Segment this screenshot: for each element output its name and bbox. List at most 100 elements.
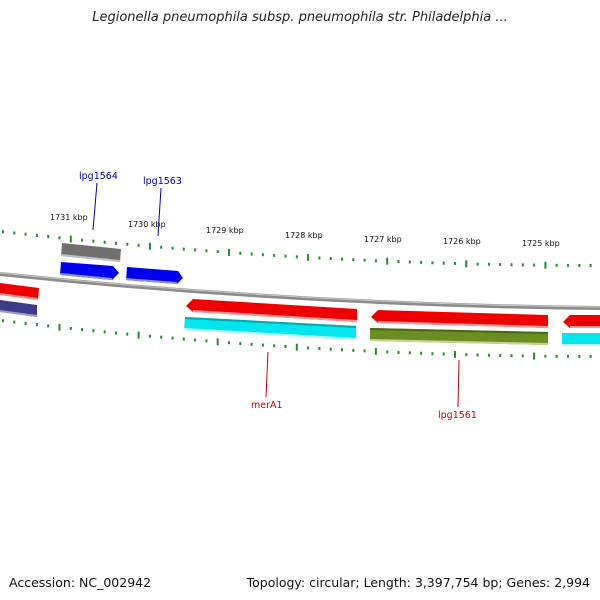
gene-merA1[interactable] bbox=[184, 317, 356, 340]
map-title: Legionella pneumophila subsp. pneumophil… bbox=[92, 10, 508, 25]
minor-tick bbox=[194, 338, 197, 342]
minor-tick bbox=[431, 261, 434, 265]
minor-tick bbox=[171, 246, 174, 250]
major-tick bbox=[295, 343, 298, 351]
minor-tick bbox=[2, 319, 4, 323]
minor-tick bbox=[487, 353, 490, 357]
minor-tick bbox=[69, 326, 72, 330]
minor-tick bbox=[374, 259, 377, 263]
minor-tick bbox=[521, 263, 524, 267]
minor-tick bbox=[555, 263, 558, 267]
minor-tick bbox=[126, 332, 129, 336]
kbp-label: 1729 kbp bbox=[206, 226, 244, 235]
minor-tick bbox=[341, 257, 343, 261]
callout-line-lpg1561 bbox=[457, 359, 460, 408]
callout-line-lpg1563 bbox=[157, 187, 162, 237]
major-tick bbox=[454, 350, 456, 358]
feature-red-mid[interactable] bbox=[186, 299, 357, 322]
minor-tick bbox=[567, 263, 569, 267]
minor-tick bbox=[307, 346, 310, 350]
minor-tick bbox=[408, 351, 411, 355]
kbp-label: 1731 kbp bbox=[50, 213, 88, 222]
minor-tick bbox=[228, 341, 230, 345]
major-tick bbox=[386, 257, 389, 265]
gene-lpg1564[interactable] bbox=[60, 262, 119, 280]
minor-tick bbox=[92, 239, 95, 243]
minor-tick bbox=[544, 354, 547, 358]
minor-tick bbox=[216, 250, 219, 254]
gene-label-lpg1564[interactable]: lpg1564 bbox=[79, 171, 118, 182]
minor-tick bbox=[295, 255, 298, 259]
minor-tick bbox=[81, 328, 84, 332]
feature-cyan-edge[interactable] bbox=[562, 333, 600, 346]
minor-tick bbox=[103, 240, 106, 244]
feature-red-left[interactable] bbox=[0, 283, 39, 300]
feature-navy-left[interactable] bbox=[0, 300, 37, 317]
minor-tick bbox=[487, 262, 490, 266]
gene-label-merA1[interactable]: merA1 bbox=[251, 400, 283, 411]
accession-label: Accession: NC_002942 bbox=[9, 575, 152, 590]
major-tick bbox=[69, 235, 72, 243]
minor-tick bbox=[35, 233, 38, 237]
minor-tick bbox=[250, 342, 253, 346]
minor-tick bbox=[352, 348, 355, 352]
genome-summary: Topology: circular; Length: 3,397,754 bp… bbox=[246, 575, 590, 590]
minor-tick bbox=[420, 260, 423, 264]
major-tick bbox=[216, 338, 219, 346]
kbp-label: 1726 kbp bbox=[443, 237, 481, 246]
minor-tick bbox=[318, 347, 321, 351]
minor-tick bbox=[115, 331, 117, 335]
major-tick bbox=[533, 352, 536, 360]
minor-tick bbox=[465, 353, 468, 357]
minor-tick bbox=[250, 252, 253, 256]
minor-tick bbox=[341, 348, 343, 352]
backbone-highlight bbox=[0, 272, 600, 308]
minor-tick bbox=[567, 354, 569, 358]
minor-tick bbox=[363, 258, 366, 262]
minor-tick bbox=[115, 241, 117, 245]
minor-tick bbox=[442, 352, 445, 356]
gene-lpg1561[interactable] bbox=[370, 328, 548, 345]
minor-tick bbox=[363, 349, 366, 353]
minor-tick bbox=[182, 337, 185, 341]
minor-tick bbox=[578, 355, 581, 358]
gene-label-lpg1561[interactable]: lpg1561 bbox=[438, 410, 477, 421]
minor-tick bbox=[397, 350, 400, 354]
kbp-label: 1727 kbp bbox=[364, 235, 402, 244]
minor-tick bbox=[137, 243, 140, 247]
inner-tick-row bbox=[2, 319, 592, 360]
gene-lpg1563[interactable] bbox=[126, 267, 183, 284]
minor-tick bbox=[273, 344, 276, 348]
minor-tick bbox=[397, 260, 400, 264]
minor-tick bbox=[499, 354, 502, 357]
minor-tick bbox=[454, 262, 456, 265]
minor-tick bbox=[329, 347, 332, 351]
minor-tick bbox=[589, 355, 592, 358]
minor-tick bbox=[284, 345, 287, 348]
feature-red-right[interactable] bbox=[371, 310, 548, 328]
minor-tick bbox=[510, 354, 513, 358]
feature-red-edge[interactable] bbox=[563, 315, 600, 328]
minor-tick bbox=[476, 353, 479, 357]
minor-tick bbox=[521, 354, 524, 358]
minor-tick bbox=[431, 352, 434, 356]
minor-tick bbox=[239, 342, 242, 345]
minor-tick bbox=[318, 256, 321, 260]
minor-tick bbox=[408, 260, 411, 264]
major-tick bbox=[148, 242, 151, 250]
minor-tick bbox=[171, 336, 174, 340]
minor-tick bbox=[35, 323, 38, 327]
backbone-arc bbox=[0, 272, 600, 310]
minor-tick bbox=[13, 320, 16, 324]
gene-label-lpg1563[interactable]: lpg1563 bbox=[143, 176, 182, 187]
minor-tick bbox=[81, 238, 84, 242]
outer-tick-row bbox=[2, 230, 592, 269]
major-tick bbox=[374, 347, 377, 355]
feature-gray[interactable] bbox=[61, 243, 121, 262]
minor-tick bbox=[13, 231, 16, 235]
minor-tick bbox=[2, 230, 4, 234]
minor-tick bbox=[160, 335, 163, 339]
minor-tick bbox=[239, 251, 242, 255]
minor-tick bbox=[510, 263, 513, 267]
